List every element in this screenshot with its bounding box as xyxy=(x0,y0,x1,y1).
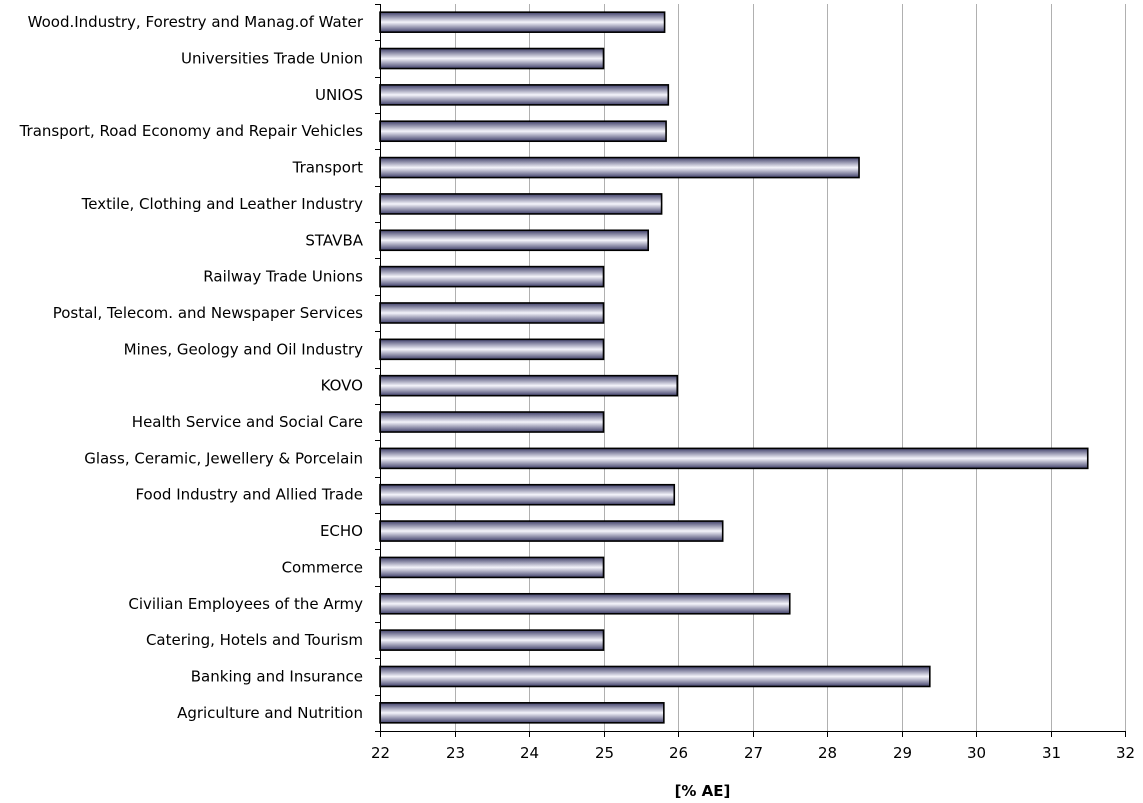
x-axis-title: [% AE] xyxy=(675,782,731,800)
category-label: Food Industry and Allied Trade xyxy=(135,486,363,504)
category-label: KOVO xyxy=(321,377,363,395)
bar xyxy=(379,302,605,324)
bar xyxy=(379,483,676,506)
x-tick-label: 31 xyxy=(1042,744,1061,762)
category-label: ECHO xyxy=(320,522,363,540)
bar xyxy=(379,411,605,433)
x-tick-label: 27 xyxy=(744,744,763,762)
bar xyxy=(379,702,665,724)
bar xyxy=(379,629,605,651)
bar xyxy=(379,47,605,70)
bar xyxy=(379,120,667,143)
x-tick-label: 24 xyxy=(520,744,539,762)
bar xyxy=(379,592,791,615)
bar xyxy=(379,193,663,215)
category-label: Railway Trade Unions xyxy=(203,268,363,286)
x-tick-label: 22 xyxy=(371,744,390,762)
x-tick-label: 28 xyxy=(818,744,837,762)
axes xyxy=(375,4,1126,737)
category-labels: Wood.Industry, Forestry and Manag.of Wat… xyxy=(19,13,364,722)
category-label: Catering, Hotels and Tourism xyxy=(146,631,363,649)
category-label: STAVBA xyxy=(305,231,363,249)
bars xyxy=(379,11,1089,724)
x-tick-label: 23 xyxy=(446,744,465,762)
bar xyxy=(379,265,605,288)
bar xyxy=(379,556,605,579)
category-label: Textile, Clothing and Leather Industry xyxy=(81,195,363,213)
x-tick-label: 32 xyxy=(1116,744,1135,762)
x-tick-labels: 22 23 24 25 26 27 28 29 30 31 32 xyxy=(371,744,1135,762)
category-label: Commerce xyxy=(282,558,363,576)
bar xyxy=(379,229,650,252)
x-tick-label: 26 xyxy=(669,744,688,762)
x-tick-label: 30 xyxy=(967,744,986,762)
category-label: Universities Trade Union xyxy=(181,50,363,68)
category-label: Health Service and Social Care xyxy=(132,413,363,431)
bar xyxy=(379,520,724,542)
x-tick-label: 25 xyxy=(595,744,614,762)
gridlines xyxy=(455,4,1126,731)
category-label: Mines, Geology and Oil Industry xyxy=(124,340,363,358)
category-label: Glass, Ceramic, Jewellery & Porcelain xyxy=(84,449,363,467)
bar xyxy=(379,447,1089,470)
category-label: Banking and Insurance xyxy=(191,667,363,685)
bar xyxy=(379,374,679,397)
bar xyxy=(379,11,666,33)
category-label: Wood.Industry, Forestry and Manag.of Wat… xyxy=(28,13,364,31)
category-label: Transport, Road Economy and Repair Vehic… xyxy=(19,122,364,140)
x-tick-label: 29 xyxy=(893,744,912,762)
category-label: Transport xyxy=(292,159,364,177)
bar xyxy=(379,84,670,106)
category-label: Agriculture and Nutrition xyxy=(177,704,363,722)
bar xyxy=(379,338,605,361)
category-label: Postal, Telecom. and Newspaper Services xyxy=(53,304,363,322)
bar xyxy=(379,665,931,688)
category-label: UNIOS xyxy=(315,86,363,104)
bar xyxy=(379,156,860,179)
category-label: Civilian Employees of the Army xyxy=(128,595,363,613)
